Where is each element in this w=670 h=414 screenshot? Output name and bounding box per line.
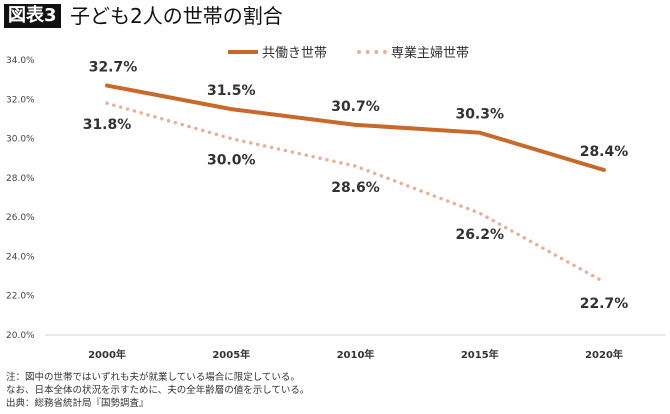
x-tick-label: 2005年 bbox=[212, 348, 250, 361]
data-label: 31.5% bbox=[207, 83, 256, 99]
chart-title: 子ども2人の世帯の割合 bbox=[70, 4, 283, 28]
y-tick-label: 26.0% bbox=[6, 213, 35, 223]
x-tick-label: 2010年 bbox=[337, 348, 375, 361]
y-tick-label: 24.0% bbox=[6, 252, 35, 262]
legend-swatch-solid bbox=[228, 49, 258, 54]
data-label: 28.4% bbox=[580, 144, 629, 160]
data-label: 30.7% bbox=[331, 99, 380, 115]
legend-label: 専業主婦世帯 bbox=[391, 46, 470, 61]
legend-label: 共働き世帯 bbox=[262, 46, 328, 61]
y-tick-label: 20.0% bbox=[6, 331, 35, 341]
source-line: 出典：総務省統計局『国勢調査』 bbox=[6, 398, 149, 409]
data-label: 28.6% bbox=[331, 180, 380, 196]
y-tick-label: 28.0% bbox=[6, 174, 35, 184]
legend-swatch-dotted bbox=[357, 49, 387, 54]
data-label: 32.7% bbox=[89, 60, 138, 76]
legend-item-housewife: 専業主婦世帯 bbox=[357, 42, 469, 61]
notes: 注：図中の世帯ではいずれも夫が就業している場合に限定している。 なお、日本全体の… bbox=[6, 371, 309, 410]
note-line: なお、日本全体の状況を示すために、夫の全年齢層の値を示している。 bbox=[6, 385, 310, 396]
legend-item-dual-income: 共働き世帯 bbox=[228, 42, 327, 61]
y-tick-label: 34.0% bbox=[6, 56, 35, 66]
x-tick-label: 2000年 bbox=[88, 348, 126, 361]
y-tick-label: 32.0% bbox=[6, 95, 35, 105]
x-tick-label: 2020年 bbox=[585, 348, 623, 361]
figure-badge: 図表3 bbox=[4, 4, 61, 28]
data-label: 22.7% bbox=[580, 296, 629, 312]
data-label: 26.2% bbox=[455, 227, 504, 243]
x-tick-label: 2015年 bbox=[461, 348, 499, 361]
data-label: 31.8% bbox=[83, 117, 132, 133]
data-label: 30.3% bbox=[455, 107, 504, 123]
y-tick-label: 22.0% bbox=[6, 292, 35, 302]
data-label: 30.0% bbox=[207, 153, 256, 169]
y-tick-label: 30.0% bbox=[6, 135, 35, 145]
note-line: 注：図中の世帯ではいずれも夫が就業している場合に限定している。 bbox=[6, 372, 300, 383]
